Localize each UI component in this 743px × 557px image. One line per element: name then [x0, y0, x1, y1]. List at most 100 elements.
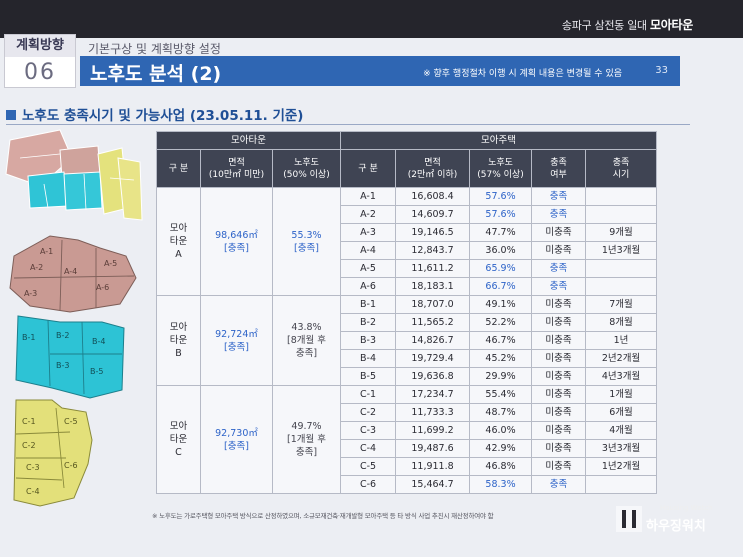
- row-met: 미충족: [531, 313, 587, 332]
- row-when: 1년3개월: [585, 241, 658, 260]
- row-area: 14,826.7: [395, 331, 471, 350]
- row-met: 미충족: [531, 403, 587, 422]
- row-id: A-6: [340, 277, 397, 296]
- row-area: 19,146.5: [395, 223, 471, 242]
- top-bar: 송파구 삼전동 일대 모아타운: [0, 0, 743, 38]
- row-aging: 36.0%: [469, 241, 533, 260]
- row-id: C-4: [340, 439, 397, 458]
- col-area-house: 면적 (2만㎡ 이하): [395, 149, 471, 188]
- row-met: 충족: [531, 277, 587, 296]
- map-label-c2: C-2: [22, 441, 36, 450]
- col-area-town: 면적 (10만㎡ 미만): [200, 149, 273, 188]
- row-when: [585, 187, 658, 206]
- row-aging: 42.9%: [469, 439, 533, 458]
- block-maps: A-1 A-2 A-4 A-5 A-3 A-6 B-1 B-2 B-4 B-3 …: [5, 129, 143, 507]
- row-area: 19,729.4: [395, 349, 471, 368]
- footnote: ※ 노후도는 가로주택형 모아주택 방식으로 산정하였으며, 소규모재건축·재개…: [152, 512, 494, 520]
- map-label-a2: A-2: [30, 263, 43, 272]
- row-aging: 46.0%: [469, 421, 533, 440]
- row-id: C-3: [340, 421, 397, 440]
- map-label-c3: C-3: [26, 463, 40, 472]
- row-aging: 29.9%: [469, 367, 533, 386]
- map-label-a3: A-3: [24, 289, 37, 298]
- badge-label: 계획방향: [5, 35, 75, 57]
- map-label-b4: B-4: [92, 337, 105, 346]
- row-met: 미충족: [531, 349, 587, 368]
- row-aging: 45.2%: [469, 349, 533, 368]
- header-moahousing: 모아주택: [340, 131, 658, 150]
- row-area: 14,609.7: [395, 205, 471, 224]
- header-moatown: 모아타운: [155, 131, 342, 150]
- row-area: 18,707.0: [395, 295, 471, 314]
- row-aging: 66.7%: [469, 277, 533, 296]
- col-gubun: 구 분: [156, 149, 201, 188]
- row-when: 9개월: [585, 223, 658, 242]
- row-id: B-5: [340, 367, 397, 386]
- map-label-b3: B-3: [56, 361, 69, 370]
- row-area: 19,636.8: [395, 367, 471, 386]
- row-id: A-3: [340, 223, 397, 242]
- map-zone-b: B-1 B-2 B-4 B-3 B-5: [15, 315, 125, 399]
- group-name: 모아 타운 A: [156, 187, 201, 296]
- row-aging: 47.7%: [469, 223, 533, 242]
- group-area: 92,730㎡ [충족]: [200, 385, 273, 494]
- col-aging-house: 노후도 (57% 이상): [469, 149, 533, 188]
- row-when: 4개월: [585, 421, 658, 440]
- row-when: 8개월: [585, 313, 658, 332]
- map-label-c5: C-5: [64, 417, 78, 426]
- table-row: 모아 타운 C 92,730㎡ [충족] 49.7% [1개월 후 충족] C-1 17,234.…: [156, 385, 658, 494]
- row-aging: 52.2%: [469, 313, 533, 332]
- row-aging: 58.3%: [469, 475, 533, 494]
- map-zone-c: C-1 C-5 C-2 C-3 C-6 C-4: [13, 399, 93, 507]
- row-aging: 46.8%: [469, 457, 533, 476]
- row-when: 1개월: [585, 385, 658, 404]
- map-label-c6: C-6: [64, 461, 78, 470]
- row-area: 15,464.7: [395, 475, 471, 494]
- page-title: 노후도 분석 (2): [90, 63, 222, 85]
- group-aging: 49.7% [1개월 후 충족]: [271, 385, 342, 494]
- map-label-b2: B-2: [56, 331, 69, 340]
- group-aging: 43.8% [8개월 후 충족]: [271, 295, 342, 386]
- row-id: C-2: [340, 403, 397, 422]
- table-row: B-2 11,565.2 52.2% 미충족 8개월: [157, 313, 658, 332]
- row-id: A-4: [340, 241, 397, 260]
- row-area: 12,843.7: [395, 241, 471, 260]
- map-label-a5: A-5: [104, 259, 117, 268]
- row-met: 충족: [531, 205, 587, 224]
- row-id: C-1: [340, 385, 397, 404]
- row-id: A-2: [340, 205, 397, 224]
- watermark: Housing Watch 하우징워치: [616, 502, 734, 536]
- row-area: 11,699.2: [395, 421, 471, 440]
- col-met: 충족 여부: [531, 149, 587, 188]
- table-row: C-6 15,464.7 58.3% 충족: [157, 475, 658, 494]
- housing-watch-logo-icon: [616, 506, 642, 532]
- row-id: A-1: [340, 187, 397, 206]
- row-area: 11,611.2: [395, 259, 471, 278]
- title-bar: 노후도 분석 (2) ※ 향후 행정절차 이행 시 계획 내용은 변경될 수 있…: [80, 56, 680, 86]
- row-met: 충족: [531, 259, 587, 278]
- map-label-c4: C-4: [26, 487, 40, 496]
- row-when: 1년: [585, 331, 658, 350]
- row-id: B-3: [340, 331, 397, 350]
- row-when: 4년3개월: [585, 367, 658, 386]
- map-label-a1: A-1: [40, 247, 53, 256]
- subtitle: 기본구상 및 계획방향 설정: [88, 42, 221, 56]
- badge-number: 06: [24, 60, 56, 85]
- map-label-a4: A-4: [64, 267, 77, 276]
- row-area: 11,733.3: [395, 403, 471, 422]
- aging-table: 모아타운 모아주택 구 분 면적 (10만㎡ 미만) 노후도 (50% 이상) 구 …: [155, 131, 658, 494]
- row-met: 미충족: [531, 331, 587, 350]
- watermark-en: Housing Watch: [660, 504, 713, 512]
- map-label-b1: B-1: [22, 333, 35, 342]
- region-label: 송파구 삼전동 일대 모아타운: [561, 18, 693, 32]
- row-area: 11,911.8: [395, 457, 471, 476]
- row-when: [585, 205, 658, 224]
- map-label-b5: B-5: [90, 367, 103, 376]
- change-note: ※ 향후 행정절차 이행 시 계획 내용은 변경될 수 있음: [423, 69, 622, 79]
- col-when: 충족 시기: [585, 149, 658, 188]
- table-row: A-4 12,843.7 36.0% 미충족 1년3개월: [157, 241, 658, 260]
- watermark-ko: 하우징워치: [646, 519, 706, 534]
- row-met: 미충족: [531, 241, 587, 260]
- row-met: 미충족: [531, 367, 587, 386]
